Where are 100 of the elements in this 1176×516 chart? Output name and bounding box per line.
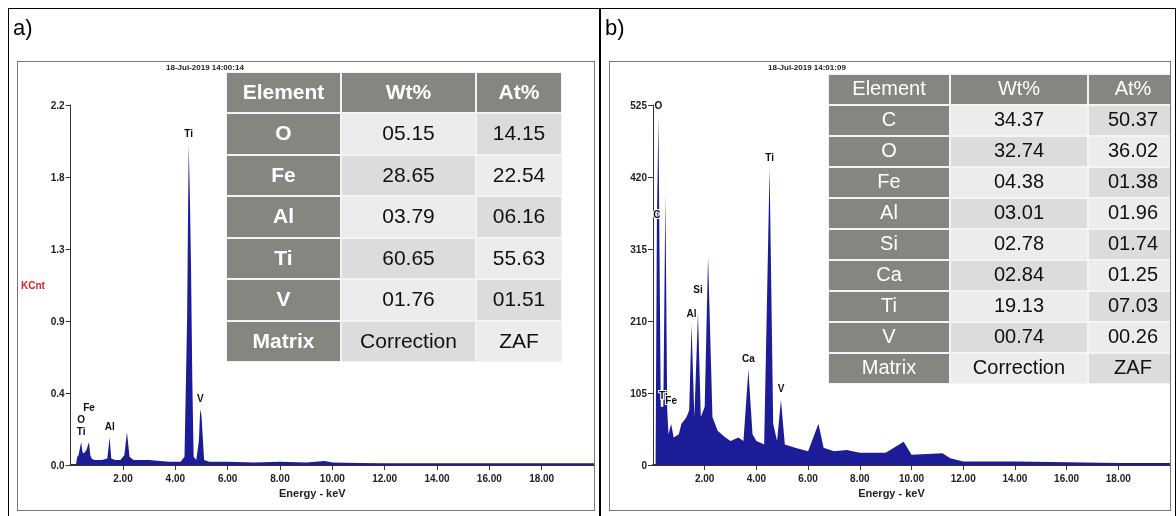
annotation: Ti: [828, 291, 950, 322]
annotation: 55.63: [476, 237, 562, 280]
y-tick-label: 525: [630, 99, 648, 111]
annotation: V: [828, 322, 950, 353]
text: Element: [226, 72, 341, 114]
annotation: Al: [104, 420, 115, 432]
text: At%: [476, 72, 562, 114]
annotation: ZAF: [1113, 355, 1153, 380]
x-tick-label: 18.00: [529, 472, 555, 484]
annotation: Ti: [226, 237, 341, 280]
y-axis-title: KCnt: [20, 279, 46, 291]
annotation: Al: [828, 198, 950, 229]
x-tick-label: 6.00: [217, 472, 238, 484]
annotation: 01.38: [1106, 169, 1160, 194]
annotation: 03.01: [950, 198, 1088, 229]
annotation: 01.25: [1106, 262, 1160, 287]
annotation: Correction: [341, 320, 476, 362]
annotation: 19.13: [950, 291, 1088, 322]
x-tick-label: 16.00: [476, 472, 503, 484]
annotation: Fe: [83, 401, 96, 413]
annotation: 36.02: [1106, 138, 1160, 163]
annotation: 01.96: [1106, 200, 1160, 225]
annotation: 14.15: [476, 113, 562, 155]
annotation: Ca: [828, 260, 950, 291]
annotation: C: [828, 105, 950, 136]
text: Wt%: [950, 74, 1088, 105]
annotation: O: [654, 100, 663, 112]
annotation: Al: [686, 307, 697, 319]
annotation: 01.74: [1106, 231, 1160, 256]
text: Element: [828, 74, 950, 105]
x-tick-label: 4.00: [165, 472, 186, 484]
x-tick-label: 12.00: [372, 472, 398, 484]
chart-subtitle: 18-Jul-2019 14:00:14: [166, 63, 244, 72]
annotation: 05.15: [341, 113, 476, 155]
annotation: 50.37: [1106, 107, 1160, 132]
chart-title: a): [13, 15, 33, 41]
annotation: Ca: [741, 353, 756, 365]
y-tick-label: 105: [630, 387, 648, 399]
annotation: 34.37: [950, 105, 1088, 136]
annotation: 01.76: [341, 279, 476, 321]
annotation: 06.16: [476, 196, 562, 238]
annotation: O: [77, 413, 86, 425]
text: Wt%: [341, 72, 476, 114]
x-tick-label: 14.00: [1002, 472, 1028, 484]
x-tick-label: 2.00: [113, 472, 134, 484]
annotation: 04.38: [950, 167, 1088, 198]
y-tick-label: 1.3: [50, 243, 66, 255]
annotation: Correction: [950, 353, 1088, 384]
annotation: Ti: [76, 425, 86, 437]
annotation: 32.74: [950, 136, 1088, 167]
y-tick-label: 0: [641, 459, 648, 471]
annotation: Matrix: [828, 353, 950, 384]
x-tick-label: 18.00: [1105, 472, 1132, 484]
annotation: O: [828, 136, 950, 167]
x-tick-label: 16.00: [1054, 472, 1080, 484]
x-tick-label: 8.00: [850, 472, 870, 484]
annotation: Ti: [184, 127, 194, 139]
y-tick-label: 315: [630, 243, 648, 255]
annotation: 07.03: [1106, 293, 1160, 318]
annotation: Al: [226, 196, 341, 238]
annotation: 01.51: [476, 279, 562, 321]
x-tick-label: 10.00: [898, 472, 925, 484]
annotation: 02.78: [950, 229, 1088, 260]
y-tick-label: 210: [630, 315, 648, 327]
x-axis-title: Energy - keV: [858, 487, 926, 500]
x-tick-label: 2.00: [694, 472, 715, 484]
y-tick-label: 0.9: [50, 315, 66, 327]
annotation: 00.26: [1106, 324, 1160, 349]
y-tick-label: 1.8: [50, 171, 66, 183]
chart-subtitle: 18-Jul-2019 14:01:09: [768, 63, 846, 72]
annotation: 02.84: [950, 260, 1088, 291]
annotation: Ti: [765, 151, 775, 163]
annotation: Si: [693, 284, 703, 296]
x-tick-label: 12.00: [950, 472, 977, 484]
x-tick-label: 10.00: [319, 472, 346, 484]
annotation: O: [226, 113, 341, 155]
x-axis-title: Energy - keV: [279, 487, 347, 500]
annotation: 28.65: [341, 154, 476, 197]
text: At%: [1113, 76, 1153, 101]
x-tick-label: 8.00: [270, 472, 291, 484]
annotation: Fe: [828, 167, 950, 198]
annotation: ZAF: [476, 320, 562, 362]
x-tick-label: 4.00: [746, 472, 767, 484]
y-tick-label: 0.4: [50, 387, 66, 399]
y-tick-label: 0.0: [50, 459, 66, 471]
annotation: V: [226, 279, 341, 321]
x-tick-label: 6.00: [798, 472, 819, 484]
annotation: 22.54: [476, 154, 562, 197]
annotation: 03.79: [341, 196, 476, 238]
annotation: 00.74: [950, 322, 1088, 353]
x-tick-label: 14.00: [424, 472, 450, 484]
annotation: Si: [828, 229, 950, 260]
y-tick-label: 420: [630, 171, 648, 183]
annotation: V: [777, 383, 785, 395]
annotation: V: [196, 392, 204, 404]
annotation: Matrix: [226, 320, 341, 362]
y-tick-label: 2.2: [50, 99, 66, 111]
chart-title: b): [605, 15, 625, 41]
annotation: 60.65: [341, 237, 476, 280]
annotation: Fe: [226, 154, 341, 197]
